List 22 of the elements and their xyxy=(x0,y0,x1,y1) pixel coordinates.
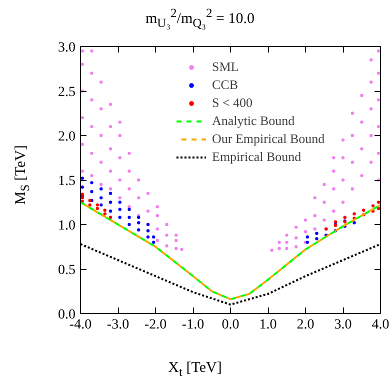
x-tick-label: -3.0 xyxy=(106,318,130,332)
y-tick-label: 0.5 xyxy=(58,263,76,278)
y-tick-label: 2.5 xyxy=(58,85,76,100)
x-tick-label: 0.0 xyxy=(222,318,240,332)
legend-label: Analytic Bound xyxy=(212,113,295,129)
legend-label: CCB xyxy=(212,77,238,93)
legend-label: SML xyxy=(212,59,239,75)
y-tick-label: 1.0 xyxy=(58,218,76,234)
x-tick-label: -2.0 xyxy=(144,318,167,332)
x-tick-label: 3.0 xyxy=(334,318,352,332)
x-tick-label: 1.0 xyxy=(259,318,277,332)
x-tick-label: 2.0 xyxy=(296,318,314,332)
legend-label: Our Empirical Bound xyxy=(212,131,325,147)
y-tick-label: 2.0 xyxy=(58,130,76,144)
legend-label: S < 400 xyxy=(212,95,253,111)
y-tick-label: 1.5 xyxy=(58,174,76,189)
chart-title: m$_{U₃}$$^{2}$/m$_{Q₃}$$^{2}$ = 10.0 xyxy=(145,5,254,32)
x-axis-title: X$_{t}$ [TeV] xyxy=(168,359,222,381)
x-tick-label: 4.0 xyxy=(372,318,390,332)
y-tick-label: 3.0 xyxy=(58,40,76,56)
legend-label: Empirical Bound xyxy=(212,149,302,165)
x-tick-label: -1.0 xyxy=(182,318,204,332)
